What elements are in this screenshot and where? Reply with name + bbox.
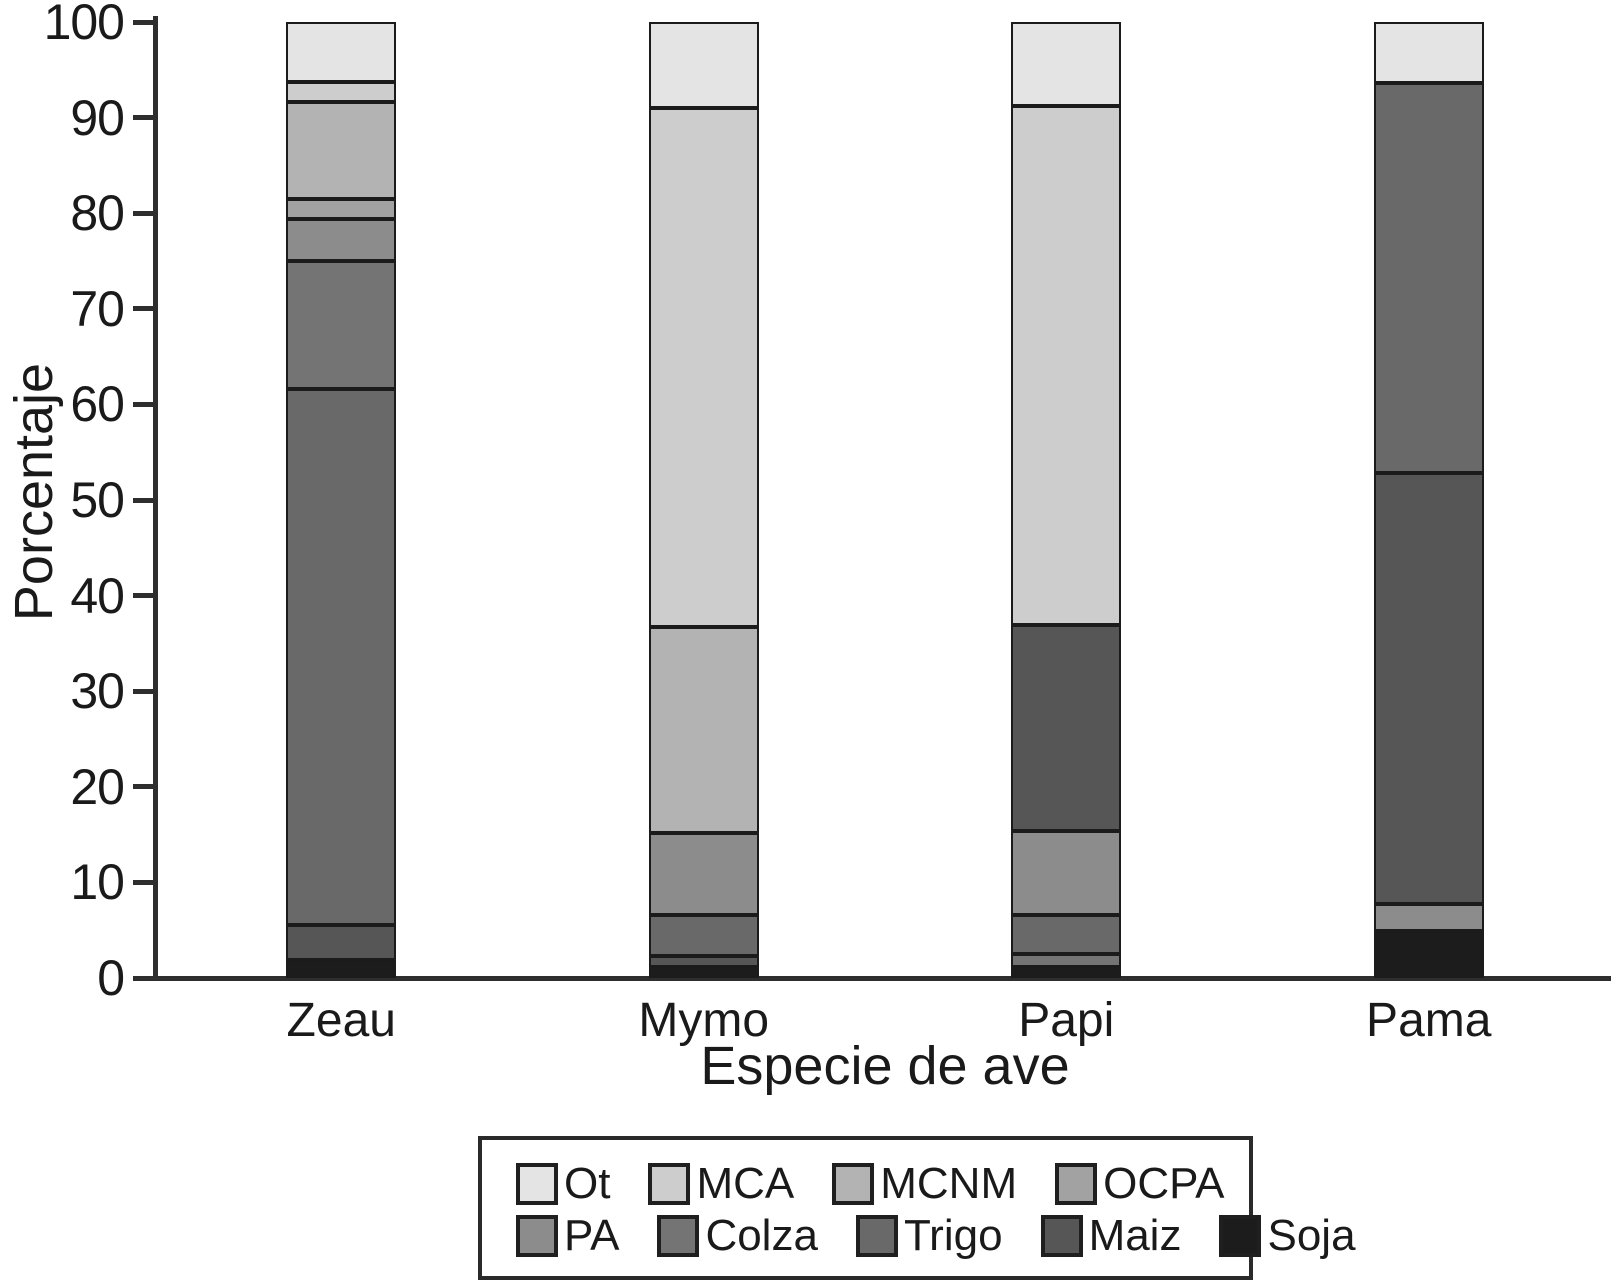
legend-rows: Ot MCA MCNM OCPA PA Colza Trigo Maiz Soja — [516, 1158, 1356, 1262]
y-tick-label-30: 30 — [70, 663, 125, 720]
y-tick-mark-70 — [133, 306, 154, 312]
legend-item-Trigo: Trigo — [855, 1211, 1003, 1261]
legend-label-MCNM: MCNM — [880, 1159, 1018, 1208]
segment-Mymo-Trigo — [648, 914, 759, 957]
y-tick-label-0: 0 — [97, 950, 125, 1006]
legend-label-PA: PA — [564, 1211, 620, 1260]
x-axis-line — [153, 976, 1611, 981]
y-tick-label-20: 20 — [70, 758, 125, 815]
segment-Mymo-MCA — [648, 108, 759, 628]
legend-item-Ot: Ot — [516, 1159, 610, 1209]
segment-Zeau-MCNM — [286, 102, 397, 199]
x-category-label-Papi: Papi — [1018, 994, 1115, 1047]
legend-item-Maiz: Maiz — [1040, 1211, 1182, 1261]
segment-Zeau-Soja — [286, 959, 397, 978]
legend-swatch-MCA — [648, 1163, 691, 1205]
segment-Pama-Trigo — [1373, 83, 1484, 474]
segment-Papi-Colza — [1011, 954, 1122, 967]
y-axis-line — [153, 16, 158, 981]
legend-label-OCPA: OCPA — [1103, 1159, 1225, 1208]
legend-swatch-Colza — [657, 1215, 700, 1257]
bar-Pama — [1373, 22, 1484, 978]
bar-slot-Papi — [885, 22, 1248, 978]
x-axis-category-labels: Zeau Mymo Papi Pama — [160, 994, 1610, 1048]
segment-Papi-PA — [1011, 830, 1122, 915]
segment-Zeau-OCPA — [286, 198, 397, 219]
bar-slot-Zeau — [160, 22, 523, 978]
bar-slot-Mymo — [523, 22, 886, 978]
segment-Pama-PA — [1373, 904, 1484, 932]
segment-Mymo-PA — [648, 832, 759, 915]
y-tick-mark-60 — [133, 401, 154, 407]
segment-Zeau-Maiz — [286, 925, 397, 960]
segment-Zeau-Trigo — [286, 389, 397, 926]
bar-Zeau — [286, 22, 397, 978]
legend-label-Colza: Colza — [705, 1211, 818, 1260]
legend-swatch-Ot — [516, 1163, 558, 1205]
y-tick-mark-90 — [133, 115, 154, 121]
legend-item-Colza: Colza — [657, 1211, 818, 1261]
y-tick-label-40: 40 — [70, 567, 125, 624]
legend-item-MCNM: MCNM — [832, 1159, 1017, 1209]
y-tick-label-80: 80 — [70, 185, 125, 242]
y-tick-mark-80 — [133, 210, 154, 216]
y-tick-label-50: 50 — [70, 472, 125, 528]
legend-swatch-Maiz — [1040, 1215, 1083, 1257]
segment-Mymo-MCNM — [648, 627, 759, 833]
segment-Papi-Maiz — [1011, 625, 1122, 831]
bar-Papi — [1011, 22, 1122, 978]
legend-swatch-Soja — [1219, 1215, 1262, 1257]
segment-Mymo-Soja — [648, 966, 759, 978]
legend-label-Ot: Ot — [564, 1159, 611, 1208]
legend-row-1: Ot MCA MCNM OCPA — [516, 1158, 1225, 1210]
legend-label-MCA: MCA — [696, 1159, 795, 1208]
segment-Mymo-Ot — [648, 22, 759, 109]
y-tick-mark-20 — [133, 784, 154, 790]
legend-label-Soja: Soja — [1267, 1211, 1356, 1260]
x-category-label-Zeau: Zeau — [286, 994, 396, 1047]
y-tick-label-60: 60 — [70, 376, 125, 433]
segment-Zeau-PA — [286, 218, 397, 261]
y-tick-label-70: 70 — [70, 280, 125, 337]
legend: Ot MCA MCNM OCPA PA Colza Trigo Maiz Soja — [478, 1136, 1356, 1280]
legend-item-MCA: MCA — [648, 1159, 794, 1209]
legend-swatch-PA — [516, 1215, 558, 1257]
segment-Papi-MCA — [1011, 106, 1122, 626]
legend-label-Trigo: Trigo — [903, 1211, 1003, 1260]
segment-Papi-Soja — [1011, 966, 1122, 978]
segment-Zeau-Ot — [286, 22, 397, 83]
legend-swatch-OCPA — [1055, 1163, 1098, 1205]
legend-swatch-MCNM — [832, 1163, 875, 1205]
segment-Pama-Soja — [1373, 931, 1484, 978]
bar-slot-Pama — [1248, 22, 1611, 978]
segment-Papi-Ot — [1011, 22, 1122, 107]
y-tick-label-10: 10 — [70, 854, 125, 911]
legend-label-Maiz: Maiz — [1088, 1211, 1182, 1260]
bar-Mymo — [648, 22, 759, 978]
segment-Pama-Ot — [1373, 22, 1484, 84]
legend-row-2: PA Colza Trigo Maiz Soja — [516, 1210, 1356, 1262]
legend-swatch-Trigo — [855, 1215, 898, 1257]
x-category-label-Mymo: Mymo — [638, 994, 770, 1047]
y-tick-label-90: 90 — [70, 89, 125, 146]
y-tick-mark-40 — [133, 593, 154, 599]
segment-Mymo-Maiz — [648, 956, 759, 967]
x-axis-title: Especie de ave — [700, 1036, 1070, 1096]
segment-Zeau-MCA — [286, 82, 397, 103]
y-tick-label-100: 100 — [43, 0, 125, 50]
y-tick-mark-0 — [133, 975, 154, 981]
segment-Pama-Maiz — [1373, 473, 1484, 905]
y-tick-mark-50 — [133, 497, 154, 503]
legend-item-PA: PA — [516, 1211, 619, 1261]
plot-area — [160, 22, 1610, 978]
legend-item-Soja: Soja — [1219, 1211, 1356, 1261]
y-tick-mark-100 — [133, 19, 154, 25]
y-tick-mark-10 — [133, 879, 154, 885]
y-tick-mark-30 — [133, 688, 154, 694]
segment-Papi-Trigo — [1011, 914, 1122, 955]
x-category-label-Pama: Pama — [1366, 994, 1492, 1047]
legend-item-OCPA: OCPA — [1055, 1159, 1225, 1209]
segment-Zeau-Colza — [286, 261, 397, 390]
